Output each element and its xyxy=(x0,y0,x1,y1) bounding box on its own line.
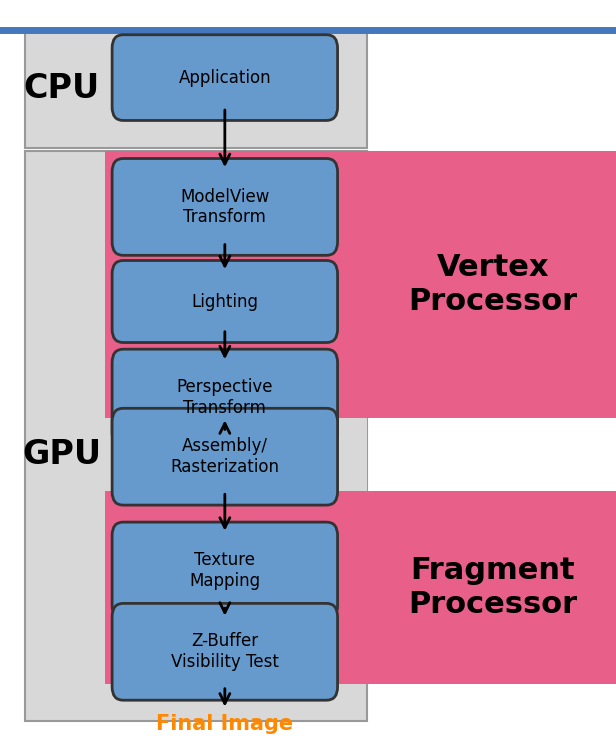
FancyBboxPatch shape xyxy=(105,151,616,418)
FancyBboxPatch shape xyxy=(112,603,338,701)
FancyBboxPatch shape xyxy=(112,408,338,505)
FancyBboxPatch shape xyxy=(25,151,367,721)
FancyBboxPatch shape xyxy=(105,491,616,684)
Text: Perspective
Transform: Perspective Transform xyxy=(177,378,273,417)
Text: Final Image: Final Image xyxy=(156,714,293,735)
FancyBboxPatch shape xyxy=(112,349,338,446)
FancyBboxPatch shape xyxy=(112,522,338,619)
Text: Fragment
Processor: Fragment Processor xyxy=(408,556,577,619)
Text: ModelView
Transform: ModelView Transform xyxy=(180,188,270,226)
FancyBboxPatch shape xyxy=(112,260,338,342)
Text: Assembly/
Rasterization: Assembly/ Rasterization xyxy=(171,437,279,476)
FancyBboxPatch shape xyxy=(112,158,338,255)
FancyBboxPatch shape xyxy=(105,418,367,491)
Text: Texture
Mapping: Texture Mapping xyxy=(189,551,261,590)
Text: Z-Buffer
Visibility Test: Z-Buffer Visibility Test xyxy=(171,633,279,671)
Text: CPU: CPU xyxy=(23,72,100,105)
FancyBboxPatch shape xyxy=(25,30,367,148)
Text: Vertex
Processor: Vertex Processor xyxy=(408,253,577,316)
Text: Application: Application xyxy=(179,69,271,86)
Text: GPU: GPU xyxy=(22,438,101,471)
FancyBboxPatch shape xyxy=(112,35,338,120)
Text: Lighting: Lighting xyxy=(192,293,258,310)
